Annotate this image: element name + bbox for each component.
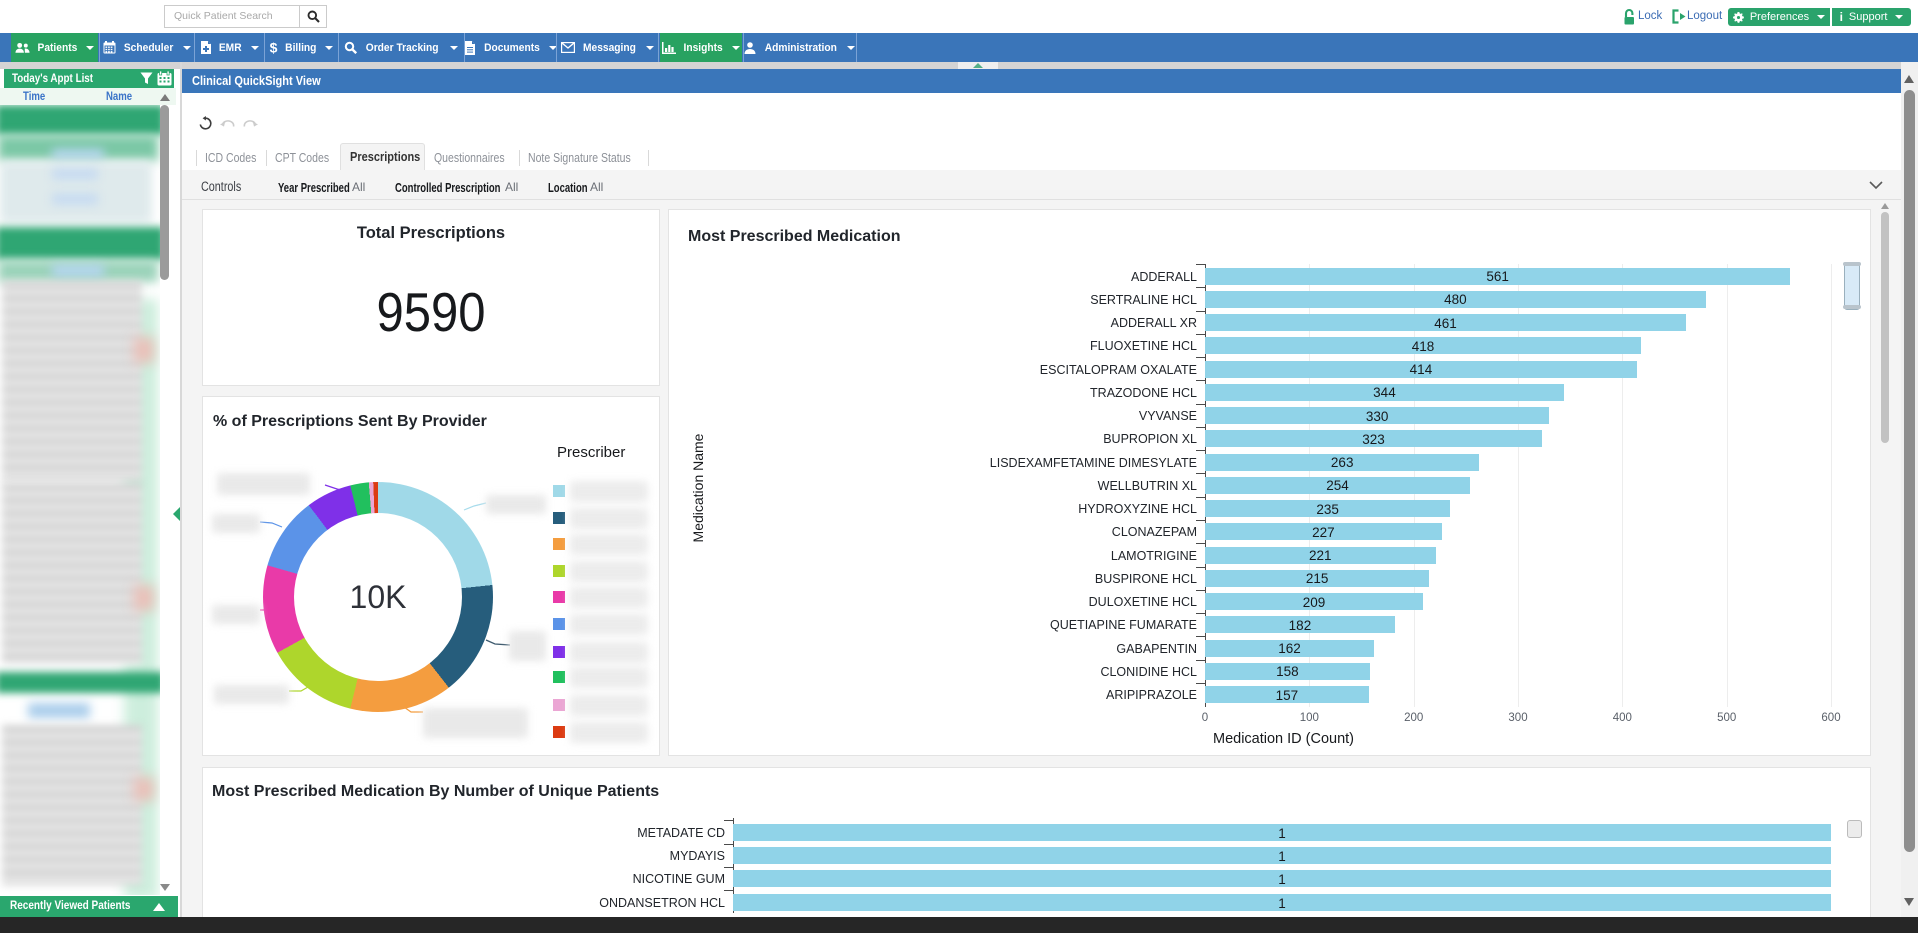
svg-text:$: $ xyxy=(269,40,277,55)
